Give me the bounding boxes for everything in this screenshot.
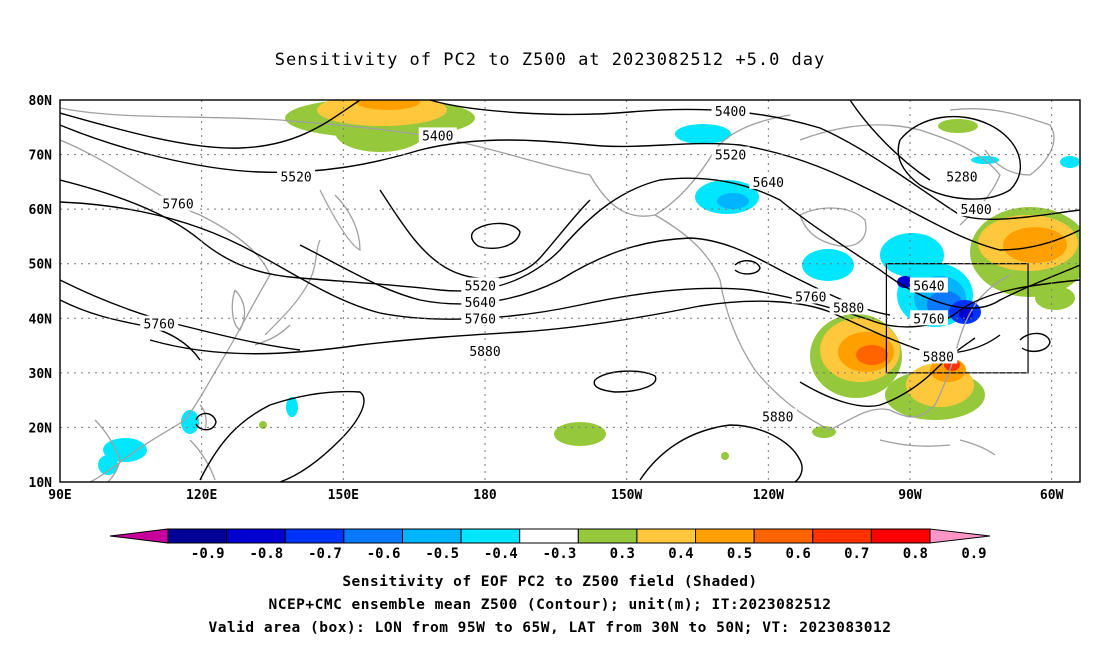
svg-text:5640: 5640 (753, 176, 784, 191)
contour-label: 5760 (791, 288, 830, 305)
footer-line-3: Valid area (box): LON from 95W to 65W, L… (208, 620, 892, 636)
gridlines (60, 100, 1080, 482)
contour-label: 5640 (461, 293, 500, 311)
colorbar-tick-label: -0.7 (308, 546, 342, 562)
contour-label: 5760 (140, 315, 179, 333)
lat-tick-label: 60N (29, 203, 53, 218)
contour-label: 5400 (957, 201, 996, 218)
colorbar-tick-label: -0.9 (191, 546, 225, 562)
colorbar-tick-label: 0.7 (844, 546, 869, 562)
lon-tick-label: 150E (328, 488, 359, 503)
lat-tick-label: 10N (29, 476, 53, 491)
colorbar-segment (284, 528, 345, 544)
lon-tick-label: 150W (611, 488, 642, 503)
colorbar-segment (577, 528, 638, 544)
colorbar-segment (753, 528, 814, 544)
contour-label: 5640 (909, 277, 948, 295)
svg-text:5520: 5520 (715, 149, 746, 164)
svg-text:5760: 5760 (162, 198, 193, 213)
colorbar: -0.9 -0.8 -0.7 -0.6 -0.5 -0.4 -0.3 0.3 0.4 0.5 0.6… (109, 528, 991, 562)
svg-text:5520: 5520 (280, 170, 311, 185)
colorbar-segment (636, 528, 697, 544)
contour-label: 5760 (909, 310, 948, 327)
colorbar-segment (343, 528, 403, 544)
lat-tick-label: 70N (29, 149, 53, 164)
chart-title: Sensitivity of PC2 to Z500 at 2023082512… (274, 50, 826, 70)
contour-label: 5760 (159, 195, 198, 213)
colorbar-tick-label: -0.8 (250, 546, 284, 562)
contour-label: 5400 (418, 127, 457, 144)
contour-label: 5520 (277, 168, 316, 185)
footer-line-2: NCEP+CMC ensemble mean Z500 (Contour); u… (268, 597, 832, 613)
footer-line-1: Sensitivity of EOF PC2 to Z500 field (Sh… (342, 574, 758, 590)
colorbar-tick-label: 0.5 (727, 546, 752, 562)
svg-text:5760: 5760 (144, 318, 175, 333)
colorbar-tick-label: -0.5 (425, 546, 459, 562)
svg-text:5520: 5520 (465, 280, 496, 295)
svg-text:5640: 5640 (465, 296, 496, 311)
contour-label: 5400 (711, 102, 750, 120)
lat-axis-labels: 80N 70N 60N 50N 40N 30N 20N 10N (29, 94, 53, 491)
map-frame (59, 99, 1081, 483)
lat-tick-label: 30N (29, 367, 53, 382)
colorbar-tick-label: 0.8 (903, 546, 928, 562)
svg-text:5880: 5880 (762, 411, 793, 426)
colorbar-segment (812, 528, 872, 544)
colorbar-high-triangle (929, 528, 991, 544)
contour-label: 5280 (942, 168, 981, 185)
lon-tick-label: 90W (898, 488, 922, 503)
colorbar-segment (519, 528, 579, 544)
contour-label: 5760 (461, 310, 500, 327)
svg-text:5400: 5400 (960, 203, 991, 218)
lon-tick-label: 90E (48, 488, 71, 503)
colorbar-segment (401, 528, 462, 544)
contour-label: 5520 (711, 146, 750, 164)
colorbar-tick-label: 0.6 (785, 546, 810, 562)
lat-tick-label: 50N (29, 258, 53, 273)
colorbar-segment (870, 528, 931, 544)
lon-tick-label: 120W (753, 488, 784, 503)
lon-tick-label: 120E (186, 488, 217, 503)
contour-labels: 5400540054005520552055205640564056405760… (140, 102, 996, 426)
svg-text:5880: 5880 (833, 301, 864, 316)
colorbar-segment (695, 528, 755, 544)
colorbar-low-triangle (109, 528, 169, 544)
svg-text:5760: 5760 (465, 312, 496, 327)
lat-tick-label: 80N (29, 94, 53, 109)
contour-label: 5880 (466, 343, 504, 360)
svg-text:5400: 5400 (715, 105, 746, 120)
lon-tick-label: 180 (473, 488, 497, 503)
colorbar-tick-label: -0.4 (484, 546, 518, 562)
colorbar-tick-label: 0.9 (961, 546, 986, 562)
contour-label: 5520 (461, 277, 500, 295)
colorbar-segment (460, 528, 521, 544)
svg-text:5760: 5760 (913, 312, 944, 327)
colorbar-tick-label: -0.6 (367, 546, 401, 562)
svg-text:5880: 5880 (923, 350, 954, 365)
svg-text:5400: 5400 (422, 129, 453, 144)
lon-tick-label: 60W (1040, 488, 1064, 503)
svg-text:5280: 5280 (946, 170, 977, 185)
contour-label: 5640 (749, 173, 788, 191)
contour-label: 5880 (829, 299, 868, 316)
colorbar-tick-label: -0.3 (543, 546, 577, 562)
svg-text:5760: 5760 (795, 290, 826, 305)
colorbar-tick-label: 0.4 (668, 546, 693, 562)
contour-label: 5880 (758, 408, 797, 426)
lon-axis-labels: 90E 120E 150E 180 150W 120W 90W 60W (48, 488, 1063, 503)
contour-label: 5880 (919, 348, 958, 365)
lat-tick-label: 20N (29, 421, 53, 436)
colorbar-tick-label: 0.3 (610, 546, 635, 562)
colorbar-segment (226, 528, 286, 544)
colorbar-segment (167, 528, 228, 544)
lat-tick-label: 40N (29, 312, 53, 327)
svg-text:5880: 5880 (469, 345, 500, 360)
svg-text:5640: 5640 (913, 280, 944, 295)
